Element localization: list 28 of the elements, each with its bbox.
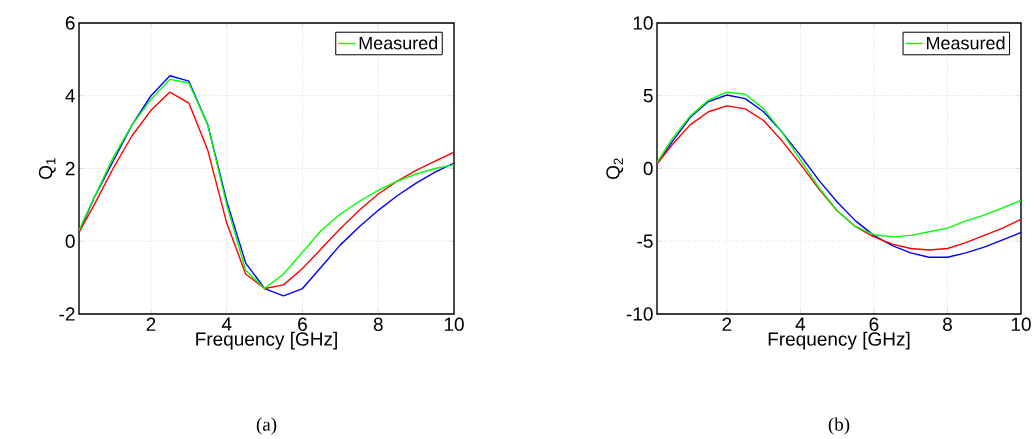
x-tick-label: 8: [943, 317, 952, 331]
y-tick-label: -10: [626, 307, 653, 321]
y-tick-label: 10: [633, 16, 653, 30]
y-tick-label: 6: [65, 16, 75, 30]
x-tick-label: 6: [298, 317, 307, 331]
x-axis-title: Frequency [GHz]: [196, 331, 337, 350]
y-tick-label: 0: [643, 161, 653, 176]
text: (b): [828, 417, 850, 435]
x-axis-title: Frequency [GHz]: [768, 331, 910, 350]
legend-label: Measured: [359, 36, 438, 50]
x-tick-label: 4: [795, 317, 806, 331]
y-tick-label: -5: [637, 234, 653, 248]
x-tick-label: 6: [869, 317, 879, 331]
y-tick-label: 5: [643, 89, 653, 103]
x-tick-label: 10: [444, 317, 464, 331]
text: (a): [256, 417, 277, 435]
x-tick-label: 2: [146, 317, 156, 331]
y-axis-title: Q$_{2}$: [606, 158, 624, 179]
x-tick-label: 4: [221, 317, 232, 331]
x-tick-label: 2: [722, 317, 732, 331]
legend-label: Measured: [927, 36, 1005, 50]
y-tick-label: 4: [65, 89, 75, 103]
y-tick-label: -2: [59, 307, 75, 321]
x-tick-label: 10: [1011, 317, 1031, 331]
y-tick-label: 0: [65, 234, 75, 248]
y-tick-label: 2: [65, 161, 75, 176]
x-tick-label: 8: [373, 317, 383, 331]
y-axis-title: Q$_{1}$: [38, 158, 56, 179]
